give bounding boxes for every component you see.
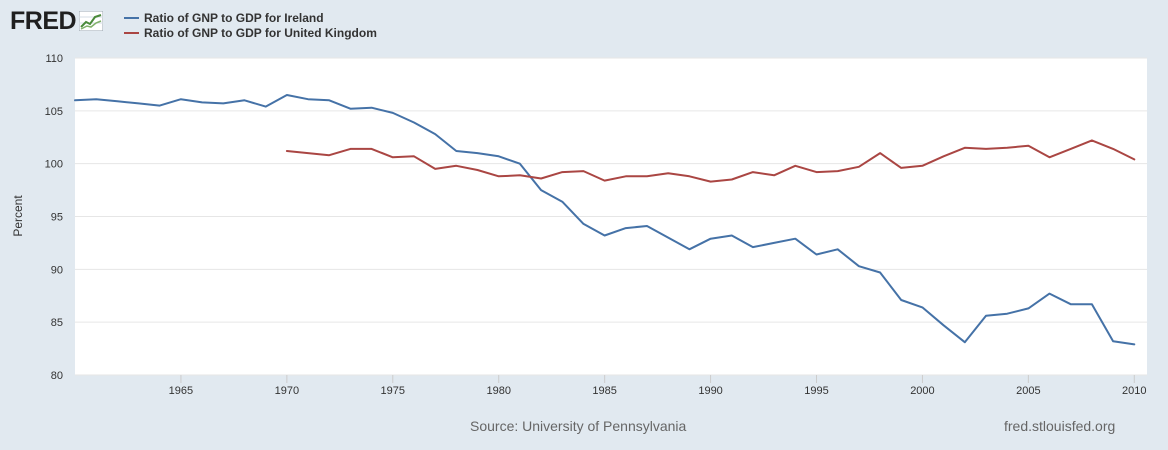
grid-lines <box>75 57 1147 376</box>
legend-label-ireland: Ratio of GNP to GDP for Ireland <box>144 10 324 25</box>
y-tick-label-110: 110 <box>45 53 63 65</box>
fred-logo[interactable]: FRED <box>10 7 104 35</box>
y-tick-label-100: 100 <box>45 159 63 171</box>
y-tick-label-105: 105 <box>45 106 63 118</box>
source-note: Source: University of Pennsylvania <box>470 418 687 434</box>
legend-item-united-kingdom[interactable]: Ratio of GNP to GDP for United Kingdom <box>124 25 377 40</box>
y-tick-label-85: 85 <box>51 317 63 329</box>
fred-logo-text: FRED <box>10 7 77 35</box>
y-tick-label-80: 80 <box>51 370 63 382</box>
x-tick-label-1965: 1965 <box>169 385 193 397</box>
x-tick-label-2000: 2000 <box>910 385 934 397</box>
x-tick-label-1990: 1990 <box>698 385 722 397</box>
x-axis-ticks: 1965 1970 1975 1980 1985 1990 1995 2000 2005 2010 <box>169 375 1147 397</box>
series-line-ireland[interactable] <box>74 94 1136 346</box>
y-tick-label-95: 95 <box>51 212 63 224</box>
x-tick-label-2010: 2010 <box>1122 385 1146 397</box>
series-line-united-kingdom[interactable] <box>285 139 1136 183</box>
x-tick-label-1995: 1995 <box>804 385 828 397</box>
chart-trend-icon <box>79 11 104 31</box>
y-tick-label-90: 90 <box>51 264 63 276</box>
x-tick-label-1985: 1985 <box>592 385 616 397</box>
legend-swatch-united-kingdom <box>124 31 139 34</box>
legend-label-united-kingdom: Ratio of GNP to GDP for United Kingdom <box>144 25 377 40</box>
chart-legend: Ratio of GNP to GDP for Ireland Ratio of… <box>124 10 377 40</box>
y-axis-ticks: 80 85 90 95 100 105 110 <box>45 53 63 382</box>
site-url[interactable]: fred.stlouisfed.org <box>1004 418 1116 434</box>
y-axis-label: Percent <box>11 195 25 237</box>
series-lines <box>74 94 1136 346</box>
x-tick-label-1980: 1980 <box>486 385 510 397</box>
legend-swatch-ireland <box>124 16 139 19</box>
legend-item-ireland[interactable]: Ratio of GNP to GDP for Ireland <box>124 10 377 25</box>
x-tick-label-2005: 2005 <box>1016 385 1040 397</box>
x-tick-label-1970: 1970 <box>275 385 299 397</box>
x-tick-label-1975: 1975 <box>381 385 405 397</box>
